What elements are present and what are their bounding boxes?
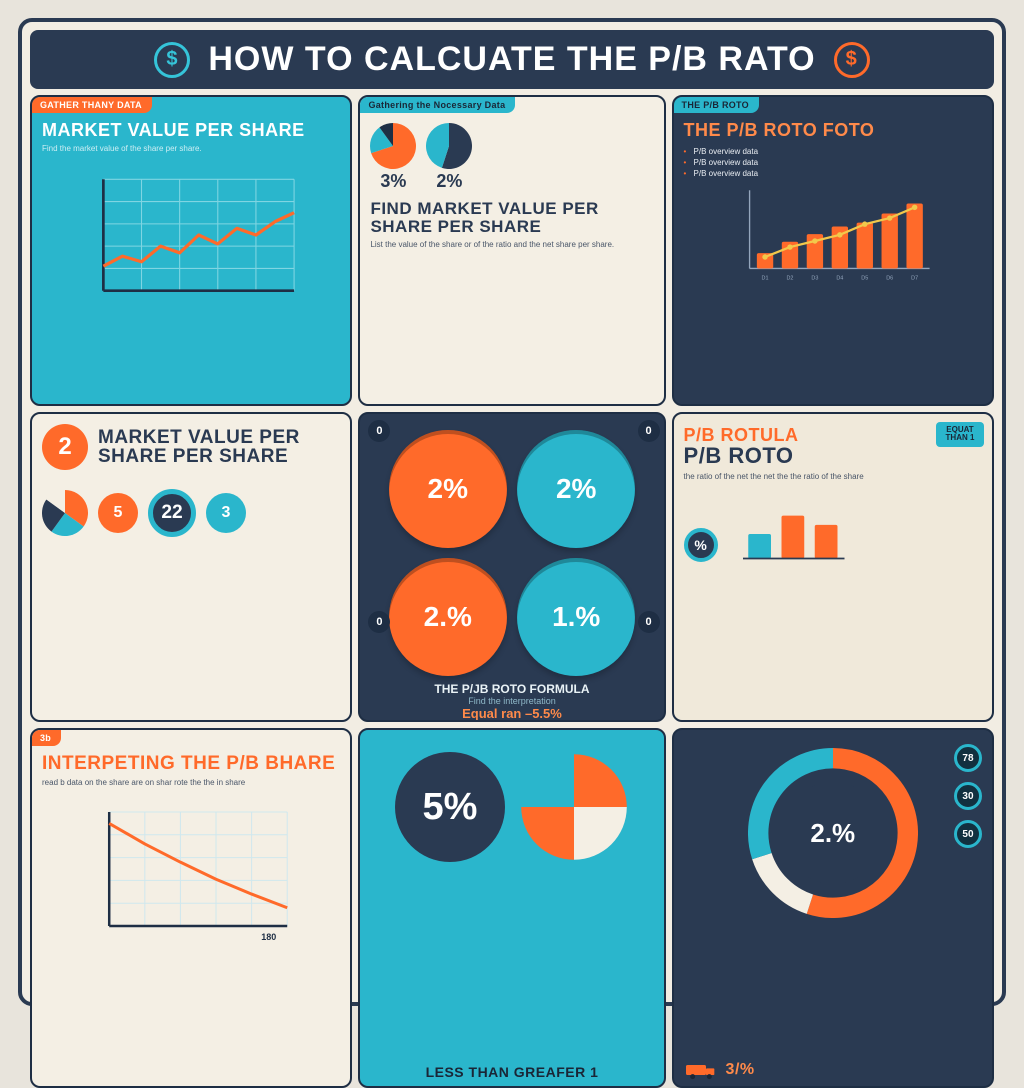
card-subtext: List the value of the share or of the ra…: [370, 240, 653, 250]
percent-circle: 2%: [517, 430, 635, 548]
value-circle: 22: [148, 489, 196, 537]
card-grid: GATHER THANY DATA MARKET VALUE PER SHARE…: [30, 95, 994, 1088]
mini-bar-chart: [732, 492, 852, 562]
percent-circle: 2.%: [389, 558, 507, 676]
combo-chart: D1 D2 D3 D4 D5 D6 D7: [684, 183, 982, 283]
card-interpreting: 3b INTERPETING THE P/B BHARE read b data…: [30, 728, 352, 1088]
card-donut: 2.% 78 30 50 3/%: [672, 728, 994, 1088]
line-chart-down: 180: [42, 794, 340, 944]
percent-circle: 2%: [389, 430, 507, 548]
donut-wrap: 2.%: [748, 748, 918, 918]
card-less-than: 5% LESS THAN GREAFER 1: [358, 728, 665, 1088]
svg-text:D6: D6: [886, 276, 893, 282]
card-heading: MARKET VALUE PER SHARE: [42, 121, 340, 140]
card-footer: 3/%: [684, 1060, 982, 1080]
van-icon: [684, 1060, 718, 1080]
svg-text:D5: D5: [861, 276, 868, 282]
card-center-percents: 0 0 0 0 2%2%2.%1.% THE P/JB ROTO FORMULA Fi…: [358, 412, 665, 723]
percent-circle: 1.%: [517, 558, 635, 676]
card-subtext: read b data on the share are on shar rot…: [42, 778, 340, 788]
bullet-list: P/B overview dataP/B overview dataP/B ov…: [684, 146, 982, 180]
page-title: HOW TO CALCUATE THE P/B RATO: [208, 40, 815, 79]
svg-text:D3: D3: [811, 276, 818, 282]
card-subtext: the ratio of the net the net the the rat…: [684, 472, 982, 482]
svg-text:D1: D1: [761, 276, 768, 282]
pie-label: 3%: [380, 171, 406, 192]
formula-sub1: Find the interpretation: [368, 696, 655, 706]
card-market-value-chart: GATHER THANY DATA MARKET VALUE PER SHARE…: [30, 95, 352, 406]
card-tab: THE P/B ROTO: [674, 97, 759, 113]
value-circle: 3: [206, 493, 246, 533]
dollar-icon: $: [154, 42, 190, 78]
side-number: 30: [954, 782, 982, 810]
card-heading-2: P/B ROTO: [684, 444, 982, 467]
pie-row: 3% 2%: [370, 123, 653, 192]
formula-eq: Equal ran –5.5%: [368, 706, 655, 721]
svg-text:D7: D7: [911, 276, 918, 282]
corner-badge: 0: [638, 420, 660, 442]
line-chart: [42, 160, 340, 310]
card-heading: MARKET VALUE PER SHARE PER SHARE: [98, 428, 340, 468]
card-pb-roto: THE P/B ROTO THE P/B ROTO FOTO P/B overv…: [672, 95, 994, 406]
percent-circle-grid: 2%2%2.%1.%: [389, 430, 636, 677]
card-heading: THE P/B ROTO FOTO: [684, 121, 982, 140]
donut-center-label: 2.%: [748, 748, 918, 918]
step-badge: 2: [42, 424, 88, 470]
mini-percent-circle: %: [684, 528, 718, 562]
bullet-item: P/B overview data: [684, 168, 982, 179]
dollar-icon: $: [834, 42, 870, 78]
formula-sub2: whichever is the top or share.: [368, 721, 655, 722]
quad-pie: [519, 752, 629, 862]
bottom-percent: 3/%: [726, 1061, 755, 1079]
title-bar: $ HOW TO CALCUATE THE P/B RATO $: [30, 30, 994, 89]
svg-text:D4: D4: [836, 276, 843, 282]
big-percent-circle: 5%: [395, 752, 505, 862]
card-heading: INTERPETING THE P/B BHARE: [42, 754, 340, 774]
card-tab: Gathering the Nocessary Data: [360, 97, 515, 113]
svg-text:180: 180: [261, 932, 276, 942]
bullet-item: P/B overview data: [684, 146, 982, 157]
footer-text: LESS THAN GREAFER 1: [370, 1064, 653, 1080]
side-numbers: 78 30 50: [954, 744, 982, 848]
bullet-item: P/B overview data: [684, 157, 982, 168]
mini-pie: 2%: [426, 123, 472, 192]
svg-text:D2: D2: [786, 276, 793, 282]
mini-pie: 3%: [370, 123, 416, 192]
side-badge: EQUAT THAN 1: [936, 422, 984, 448]
value-circle: 5: [98, 493, 138, 533]
card-gather-data: Gathering the Nocessary Data 3% 2% FIND M…: [358, 95, 665, 406]
card-pb-rotula: EQUAT THAN 1 P/B ROTULA P/B ROTO the rat…: [672, 412, 994, 723]
value-circles: 5223: [42, 489, 340, 537]
card-market-value-2: 2 MARKET VALUE PER SHARE PER SHARE 5223: [30, 412, 352, 723]
card-heading: FIND MARKET VALUE PER SHARE PER SHARE: [370, 200, 653, 236]
card-tab: GATHER THANY DATA: [32, 97, 152, 113]
card-subtext: Find the market value of the share per s…: [42, 144, 340, 154]
formula-title: THE P/JB ROTO FORMULA: [368, 682, 655, 696]
side-number: 78: [954, 744, 982, 772]
pie-label: 2%: [436, 171, 462, 192]
infographic-frame: $ HOW TO CALCUATE THE P/B RATO $ GATHER …: [18, 18, 1006, 1006]
corner-badge: 0: [638, 611, 660, 633]
side-number: 50: [954, 820, 982, 848]
corner-badge: 0: [368, 611, 390, 633]
card-tab: 3b: [32, 730, 61, 746]
corner-badge: 0: [368, 420, 390, 442]
